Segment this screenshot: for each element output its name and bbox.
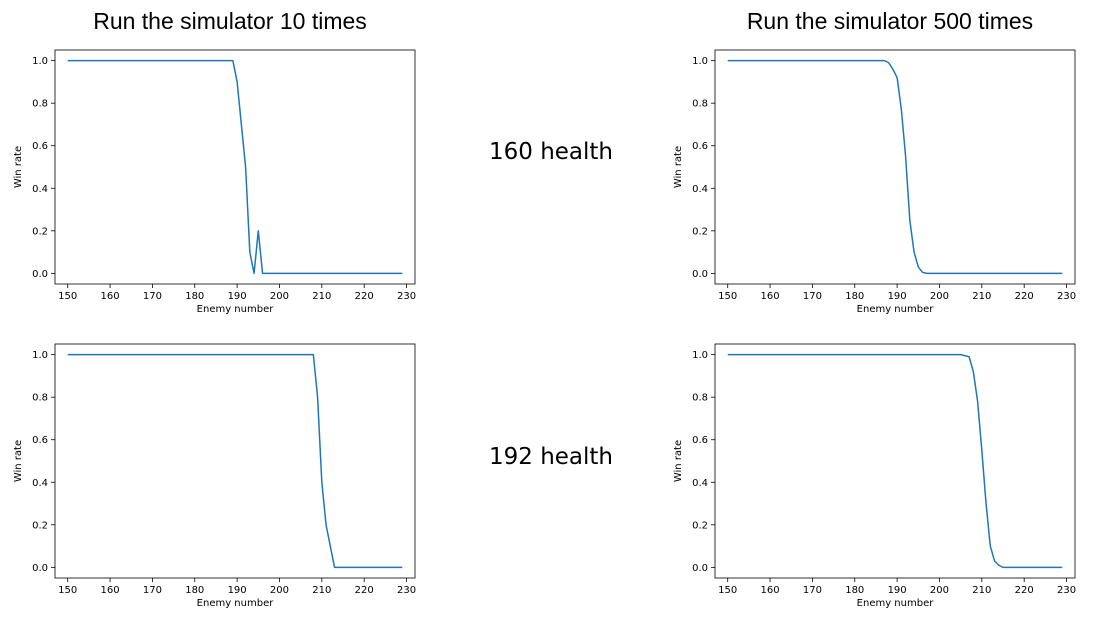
x-tick-label: 170 xyxy=(803,585,822,596)
x-tick-label: 160 xyxy=(101,585,120,596)
y-tick-label: 0.8 xyxy=(32,99,48,110)
x-tick-label: 210 xyxy=(312,291,331,302)
right-column-title: Run the simulator 500 times xyxy=(746,8,1034,34)
x-axis-label: Enemy number xyxy=(197,304,275,315)
x-tick-label: 230 xyxy=(397,291,416,302)
win-rate-chart-192-health-10-runs: 150 160 170 180 190 200 210 220 230 0.0 0.2 0.4 0.6 0… xyxy=(13,343,416,609)
x-tick-label: 180 xyxy=(185,585,204,596)
x-tick-label: 190 xyxy=(888,585,907,596)
y-axis-label: Win rate xyxy=(13,146,24,188)
x-tick-label: 200 xyxy=(270,585,289,596)
y-tick-label: 0.2 xyxy=(32,520,48,531)
x-tick-label: 170 xyxy=(143,585,162,596)
y-tick-label: 0.4 xyxy=(32,478,48,489)
x-tick-label: 230 xyxy=(1057,585,1076,596)
y-tick-label: 0.2 xyxy=(32,226,48,237)
x-axis-label: Enemy number xyxy=(197,598,275,609)
x-tick-label: 180 xyxy=(845,291,864,302)
x-tick-label: 190 xyxy=(228,585,247,596)
x-tick-label: 210 xyxy=(972,291,991,302)
x-tick-label: 160 xyxy=(101,291,120,302)
x-tick-label: 230 xyxy=(1057,291,1076,302)
top-row-label: 160 health xyxy=(488,139,614,165)
y-tick-label: 0.2 xyxy=(692,520,708,531)
y-tick-label: 1.0 xyxy=(692,56,708,67)
y-tick-label: 0.8 xyxy=(32,393,48,404)
y-tick-label: 0.6 xyxy=(32,141,48,152)
x-tick-label: 200 xyxy=(930,585,949,596)
y-tick-label: 0.0 xyxy=(692,269,708,280)
x-tick-label: 190 xyxy=(228,291,247,302)
x-tick-label: 150 xyxy=(58,291,77,302)
y-tick-label: 1.0 xyxy=(32,56,48,67)
x-tick-label: 200 xyxy=(930,291,949,302)
win-rate-chart-160-health-500-runs: 150 160 170 180 190 200 210 220 230 0.0 0.2 0.4 0.6 0… xyxy=(673,49,1076,315)
x-tick-label: 170 xyxy=(143,291,162,302)
left-column-title: Run the simulator 10 times xyxy=(93,8,367,34)
y-tick-label: 0.8 xyxy=(692,393,708,404)
y-axis-label: Win rate xyxy=(13,440,24,482)
y-axis-label: Win rate xyxy=(673,146,684,188)
x-tick-label: 220 xyxy=(355,585,374,596)
y-tick-label: 0.4 xyxy=(692,478,708,489)
win-rate-line xyxy=(727,353,1063,569)
y-axis-label: Win rate xyxy=(673,440,684,482)
axes-frame xyxy=(714,343,1076,579)
y-tick-label: 0.4 xyxy=(32,184,48,195)
x-tick-label: 190 xyxy=(888,291,907,302)
win-rate-line xyxy=(727,59,1063,275)
axes-frame xyxy=(54,343,416,579)
x-tick-label: 150 xyxy=(58,585,77,596)
win-rate-chart-192-health-500-runs: 150 160 170 180 190 200 210 220 230 0.0 0.2 0.4 0.6 0… xyxy=(673,343,1076,609)
y-tick-label: 0.6 xyxy=(32,435,48,446)
x-tick-label: 210 xyxy=(972,585,991,596)
x-tick-label: 170 xyxy=(803,291,822,302)
x-tick-label: 220 xyxy=(1015,585,1034,596)
x-tick-label: 160 xyxy=(761,291,780,302)
x-tick-label: 180 xyxy=(185,291,204,302)
axes-frame xyxy=(714,49,1076,285)
win-rate-line xyxy=(67,353,403,569)
x-tick-label: 160 xyxy=(761,585,780,596)
y-tick-label: 1.0 xyxy=(32,350,48,361)
x-axis-label: Enemy number xyxy=(857,304,935,315)
x-tick-label: 230 xyxy=(397,585,416,596)
y-tick-label: 0.4 xyxy=(692,184,708,195)
y-tick-label: 0.0 xyxy=(32,269,48,280)
x-tick-label: 210 xyxy=(312,585,331,596)
x-tick-label: 180 xyxy=(845,585,864,596)
x-axis-label: Enemy number xyxy=(857,598,935,609)
win-rate-chart-160-health-10-runs: 150 160 170 180 190 200 210 220 230 0.0 0.2 0.4 0.6 0… xyxy=(13,49,416,315)
y-tick-label: 0.0 xyxy=(32,563,48,574)
y-tick-label: 1.0 xyxy=(692,350,708,361)
y-tick-label: 0.2 xyxy=(692,226,708,237)
win-rate-line xyxy=(67,59,403,275)
y-tick-label: 0.6 xyxy=(692,435,708,446)
x-tick-label: 150 xyxy=(718,291,737,302)
x-tick-label: 220 xyxy=(355,291,374,302)
y-tick-label: 0.6 xyxy=(692,141,708,152)
y-tick-label: 0.8 xyxy=(692,99,708,110)
bottom-row-label: 192 health xyxy=(488,444,614,470)
x-tick-label: 220 xyxy=(1015,291,1034,302)
x-tick-label: 150 xyxy=(718,585,737,596)
axes-frame xyxy=(54,49,416,285)
y-tick-label: 0.0 xyxy=(692,563,708,574)
x-tick-label: 200 xyxy=(270,291,289,302)
